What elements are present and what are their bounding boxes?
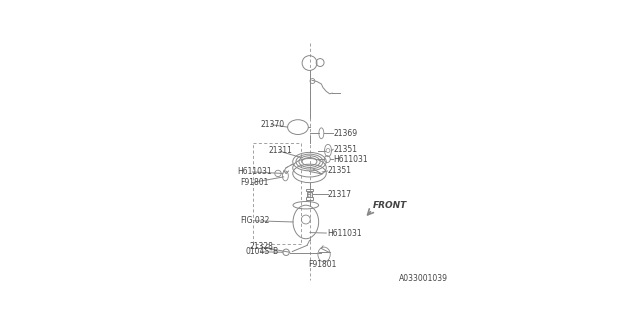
Text: F91801: F91801 [308,260,337,269]
Text: 21351: 21351 [328,166,352,175]
Text: 21370: 21370 [260,120,284,129]
Bar [306,189,313,191]
Text: H611031: H611031 [237,167,271,176]
Text: A033001039: A033001039 [399,274,447,283]
Text: 21317: 21317 [328,190,352,199]
Text: 21351: 21351 [333,145,358,154]
Bar [306,197,313,200]
Text: H611031: H611031 [327,228,362,237]
Text: 21328: 21328 [249,242,273,251]
Text: H611031: H611031 [333,155,368,164]
Text: FRONT: FRONT [373,201,407,210]
Text: 21311: 21311 [269,146,292,155]
Text: 21369: 21369 [333,129,358,138]
Text: 0104S*B: 0104S*B [246,247,278,256]
Text: FIG.032: FIG.032 [240,216,269,225]
Text: F91801: F91801 [241,178,269,187]
Bar [307,192,312,197]
